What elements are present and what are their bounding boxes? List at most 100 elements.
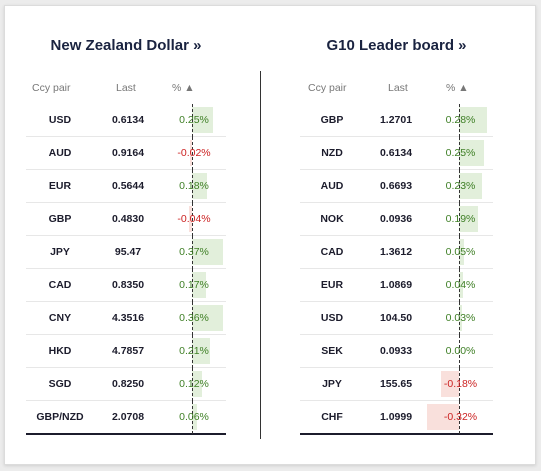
zero-line — [459, 368, 460, 401]
ccy-pair-cell: CAD — [26, 268, 94, 302]
header-pct-sort[interactable]: % ▲ — [172, 82, 195, 94]
pct-change-value: 0.19% — [445, 213, 476, 225]
zero-line — [192, 368, 193, 401]
ccy-pair-cell: USD — [26, 104, 94, 137]
ccy-pair-cell: SGD — [26, 367, 94, 401]
table-row[interactable]: EUR 1.0869 0.04% — [300, 268, 493, 302]
pct-change-bar — [192, 239, 224, 265]
zero-line — [459, 104, 460, 137]
table-row[interactable]: JPY 155.65 -0.18% — [300, 367, 493, 401]
pct-change-bar — [192, 404, 198, 430]
ccy-pair-cell: CNY — [26, 301, 94, 335]
last-price-cell: 4.7857 — [94, 334, 162, 368]
zero-line — [192, 137, 193, 170]
last-price-cell: 2.0708 — [94, 400, 162, 435]
zero-line — [192, 401, 193, 434]
last-price-cell: 0.8250 — [94, 367, 162, 401]
pct-change-cell: 0.28% — [428, 104, 493, 137]
pct-change-bar — [459, 173, 482, 199]
table-row[interactable]: CAD 1.3612 0.05% — [300, 235, 493, 269]
table-row[interactable]: AUD 0.6693 0.23% — [300, 169, 493, 203]
last-price-cell: 4.3516 — [94, 301, 162, 335]
table-row[interactable]: GBP 0.4830 -0.04% — [26, 202, 226, 236]
pct-change-cell: 0.18% — [162, 169, 226, 203]
table-row[interactable]: CNY 4.3516 0.36% — [26, 301, 226, 335]
zero-line — [459, 335, 460, 368]
ccy-pair-cell: AUD — [26, 136, 94, 170]
last-price-cell: 0.6134 — [94, 104, 162, 137]
ccy-pair-cell: EUR — [300, 268, 364, 302]
pct-change-value: 0.05% — [445, 246, 476, 258]
g10-panel-title-link[interactable]: G10 Leader board » — [326, 37, 467, 54]
last-price-cell: 0.4830 — [94, 202, 162, 236]
panel-divider — [260, 71, 261, 439]
header-last[interactable]: Last — [388, 82, 408, 94]
ccy-pair-cell: EUR — [26, 169, 94, 203]
last-price-cell: 155.65 — [364, 367, 428, 401]
pct-change-bar — [192, 338, 210, 364]
pct-change-cell: 0.36% — [162, 301, 226, 335]
zero-line — [459, 302, 460, 335]
header-ccy-pair[interactable]: Ccy pair — [308, 82, 347, 94]
pct-change-cell: 0.03% — [428, 301, 493, 335]
ccy-pair-cell: GBP — [300, 104, 364, 137]
zero-line — [192, 302, 193, 335]
ccy-pair-cell: CHF — [300, 400, 364, 435]
header-last[interactable]: Last — [116, 82, 136, 94]
table-row[interactable]: USD 104.50 0.03% — [300, 301, 493, 335]
header-ccy-pair[interactable]: Ccy pair — [32, 82, 71, 94]
zero-line — [192, 335, 193, 368]
pct-change-cell: 0.05% — [428, 235, 493, 269]
g10-table-header: Ccy pair Last % ▲ — [300, 80, 493, 105]
table-row[interactable]: SEK 0.0933 0.00% — [300, 334, 493, 368]
pct-change-cell: -0.32% — [427, 400, 493, 435]
table-row[interactable]: SGD 0.8250 0.12% — [26, 367, 226, 401]
pct-change-value: 0.17% — [179, 279, 209, 291]
zero-line — [459, 170, 460, 203]
ccy-pair-cell: GBP — [26, 202, 94, 236]
pct-change-value: 0.28% — [445, 114, 476, 126]
table-row[interactable]: HKD 4.7857 0.21% — [26, 334, 226, 368]
table-row[interactable]: CHF 1.0999 -0.32% — [300, 400, 493, 435]
table-row[interactable]: GBP 1.2701 0.28% — [300, 104, 493, 137]
table-row[interactable]: NZD 0.6134 0.25% — [300, 136, 493, 170]
pct-change-cell: 0.17% — [162, 268, 226, 302]
pct-change-cell: -0.04% — [162, 202, 226, 236]
table-row[interactable]: GBP/NZD 2.0708 0.06% — [26, 400, 226, 435]
table-row[interactable]: EUR 0.5644 0.18% — [26, 169, 226, 203]
last-price-cell: 1.3612 — [364, 235, 428, 269]
pct-change-bar — [192, 173, 208, 199]
nzd-table: USD 0.6134 0.25% AUD 0.9164 -0.02% EUR 0.5644 0.… — [26, 104, 226, 435]
pct-change-value: 0.37% — [179, 246, 209, 258]
pct-change-value: 0.23% — [445, 180, 476, 192]
table-row[interactable]: CAD 0.8350 0.17% — [26, 268, 226, 302]
last-price-cell: 1.2701 — [364, 104, 428, 137]
nzd-panel-title-link[interactable]: New Zealand Dollar » — [50, 37, 202, 54]
ccy-pair-cell: JPY — [26, 235, 94, 269]
pct-change-value: -0.04% — [177, 213, 211, 225]
zero-line — [459, 236, 460, 269]
table-row[interactable]: NOK 0.0936 0.19% — [300, 202, 493, 236]
pct-change-cell: 0.23% — [428, 169, 493, 203]
table-row[interactable]: AUD 0.9164 -0.02% — [26, 136, 226, 170]
pct-change-bar — [427, 404, 459, 430]
pct-change-bar — [190, 140, 192, 166]
pct-change-value: 0.06% — [179, 411, 209, 423]
table-row[interactable]: JPY 95.47 0.37% — [26, 235, 226, 269]
zero-line — [459, 137, 460, 170]
pct-change-bar — [192, 107, 214, 133]
header-pct-sort[interactable]: % ▲ — [446, 82, 469, 94]
pct-change-value: 0.18% — [179, 180, 209, 192]
ccy-pair-cell: USD — [300, 301, 364, 335]
pct-change-cell: 0.00% — [428, 334, 493, 368]
zero-line — [192, 104, 193, 137]
pct-change-cell: 0.21% — [162, 334, 226, 368]
table-row[interactable]: USD 0.6134 0.25% — [26, 104, 226, 137]
zero-line — [459, 269, 460, 302]
last-price-cell: 1.0869 — [364, 268, 428, 302]
pct-change-bar — [459, 107, 487, 133]
ccy-pair-cell: NOK — [300, 202, 364, 236]
ccy-pair-cell: JPY — [300, 367, 364, 401]
pct-change-cell: 0.37% — [162, 235, 226, 269]
pct-change-cell: 0.06% — [162, 400, 226, 435]
